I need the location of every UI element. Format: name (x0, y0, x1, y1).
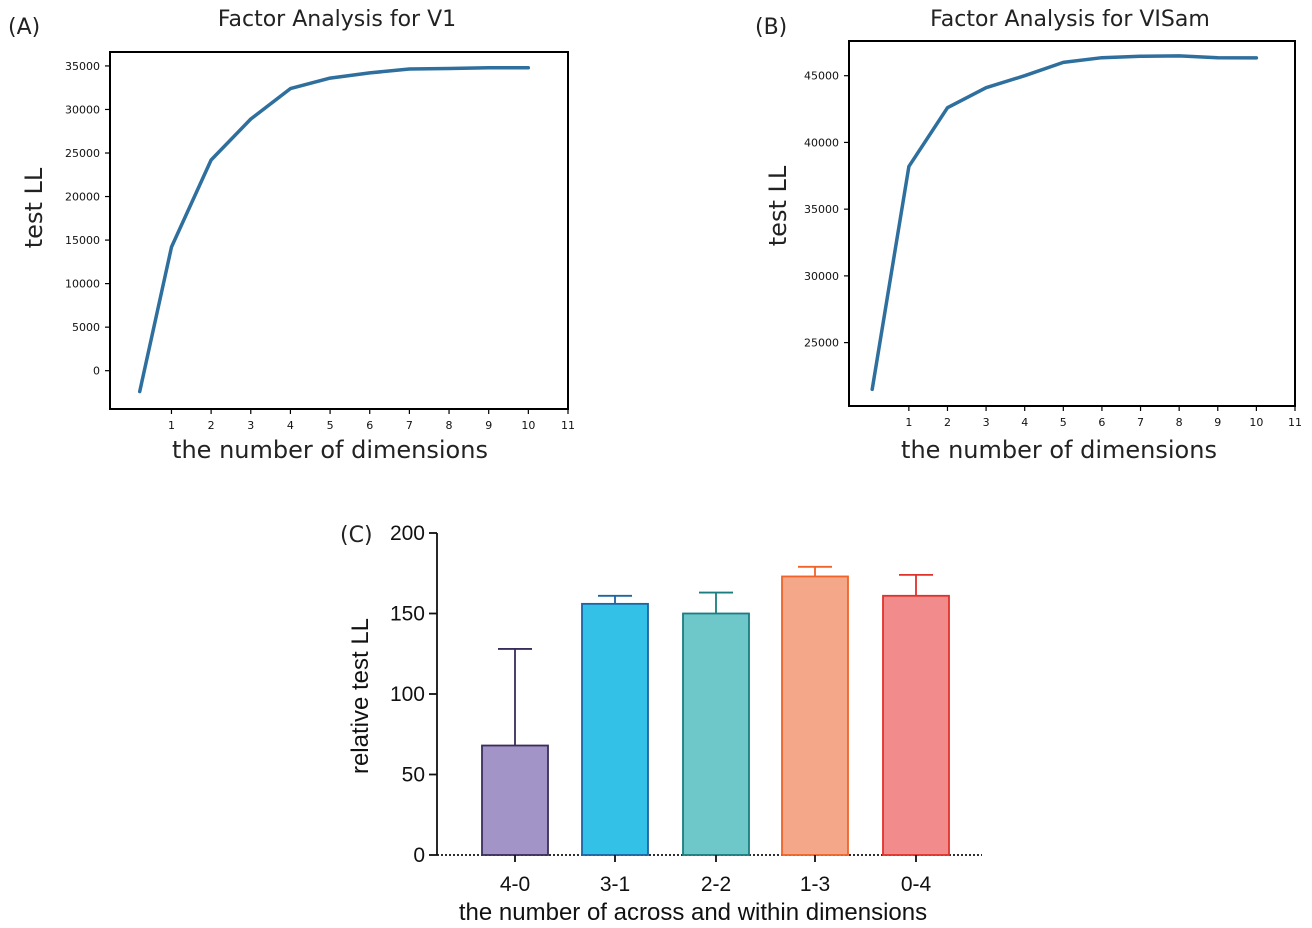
panel-a-x-tick-label: 3 (247, 419, 254, 432)
panel-b-y-axis-label: test LL (764, 165, 792, 246)
panel-a: (A) Factor Analysis for V1 1 2 3 4 5 6 7 8 9 10 11… (8, 7, 575, 464)
panel-b-x-axis-label: the number of dimensions (901, 436, 1217, 464)
panel-c-y-tick-label: 100 (390, 683, 425, 706)
panel-a-y-tick-label: 0 (93, 365, 100, 378)
panel-a-x-axis-label: the number of dimensions (172, 436, 488, 464)
panel-c-y-tick-label: 200 (390, 522, 425, 545)
panel-b-title: Factor Analysis for VISam (930, 7, 1210, 32)
panel-c-x-axis-label: the number of across and within dimensio… (459, 899, 927, 926)
panel-c-x-tick-label: 1-3 (800, 873, 830, 896)
panel-a-y-tick-label: 15000 (65, 234, 100, 247)
panel-c-x-tick-label: 3-1 (600, 873, 630, 896)
panel-a-plot-frame (109, 51, 569, 410)
panel-a-x-tick-label: 4 (287, 419, 294, 432)
panel-a-x-tick-label: 7 (406, 419, 413, 432)
panel-c-bar (581, 602, 649, 856)
panel-a-x-tick-label: 8 (446, 419, 453, 432)
panel-a-x-tick-label: 10 (521, 419, 535, 432)
panel-b-x-tick-label: 10 (1249, 416, 1263, 429)
panel-a-x-tick-label: 6 (366, 419, 373, 432)
panel-b-y-tick-label: 25000 (804, 337, 839, 350)
panel-b-x-tick-label: 9 (1214, 416, 1221, 429)
panel-c-y-tick-label: 150 (390, 603, 425, 626)
panel-c-y-tick-label: 0 (413, 844, 425, 867)
panel-b-x-tick-label: 7 (1137, 416, 1144, 429)
panel-b-y-tick-label: 30000 (804, 270, 839, 283)
panel-b-x-tick-label: 1 (905, 416, 912, 429)
panel-c-bar (682, 612, 750, 856)
panel-b-plot-frame (848, 40, 1296, 407)
panel-c-x-tick-label: 4-0 (500, 873, 530, 896)
panel-c-plot-area: 0 50 100 150 200 4-0 3-1 2-2 1-3 0-4 (390, 522, 982, 896)
panel-a-y-tick-label: 10000 (65, 278, 100, 291)
panel-a-y-tick-label: 5000 (72, 321, 100, 334)
panel-c-bar (882, 594, 950, 856)
panel-a-x-tick-label: 2 (208, 419, 215, 432)
panel-b-y-tick-label: 45000 (804, 70, 839, 83)
panel-b-plot-area: 1 2 3 4 5 6 7 8 9 10 11 25000 30000 35000 40000 45000 (804, 40, 1302, 429)
panel-a-y-tick-label: 25000 (65, 147, 100, 160)
panel-a-x-tick-label: 9 (485, 419, 492, 432)
panel-b-y-tick-label: 40000 (804, 136, 839, 149)
panel-b-x-tick-label: 11 (1288, 416, 1302, 429)
panel-c-y-tick-label: 50 (402, 764, 425, 787)
panel-a-y-tick-label: 20000 (65, 191, 100, 204)
panel-b-x-tick-label: 8 (1176, 416, 1183, 429)
panel-a-y-tick-label: 30000 (65, 103, 100, 116)
panel-c-x-tick-label: 2-2 (701, 873, 731, 896)
panel-a-series-line (137, 65, 531, 394)
panel-c-bar (481, 744, 549, 856)
panel-a-label: (A) (8, 15, 40, 40)
panel-b-label: (B) (755, 15, 787, 40)
panel-b-x-tick-label: 6 (1098, 416, 1105, 429)
panel-b-series-line (870, 54, 1259, 392)
panel-b-x-tick-label: 4 (1021, 416, 1028, 429)
panel-a-x-tick-label: 5 (327, 419, 334, 432)
panel-c: (C) 0 50 100 150 200 4-0 3-1 2-2 1-3 0-4 the numb… (340, 522, 982, 926)
panel-c-bar (781, 575, 849, 856)
panel-b-x-tick-label: 3 (983, 416, 990, 429)
panel-b-x-tick-label: 5 (1060, 416, 1067, 429)
panel-b-x-tick-label: 2 (944, 416, 951, 429)
panel-a-x-tick-label: 11 (561, 419, 575, 432)
panel-c-x-tick-label: 0-4 (901, 873, 932, 896)
panel-a-y-axis-label: test LL (20, 167, 48, 248)
panel-a-y-tick-label: 35000 (65, 60, 100, 73)
panel-a-title: Factor Analysis for V1 (218, 7, 456, 32)
panel-a-x-tick-label: 1 (168, 419, 175, 432)
panel-c-label: (C) (340, 523, 373, 548)
panel-b-y-tick-label: 35000 (804, 203, 839, 216)
panel-c-y-axis-label: relative test LL (347, 618, 374, 774)
panel-a-plot-area: 1 2 3 4 5 6 7 8 9 10 11 0 5000 10000 15000 20000 25000 30… (65, 51, 575, 432)
